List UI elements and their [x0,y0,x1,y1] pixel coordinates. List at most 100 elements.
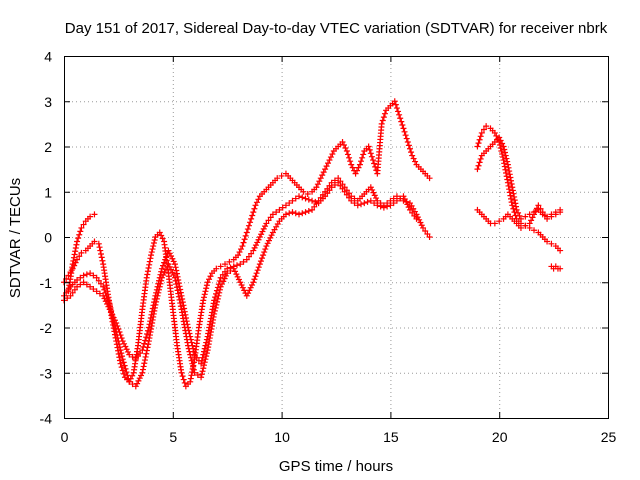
data-point-track-3 [406,206,413,213]
data-point-track-5 [531,227,538,234]
data-point-interp [83,271,90,278]
data-point-interp [202,288,209,295]
data-point-track-4 [87,213,94,220]
data-point-interp [135,377,142,384]
data-point-interp [245,222,252,229]
data-point-interp [401,128,408,135]
data-point-interp [177,303,184,310]
data-point-interp [190,363,197,370]
data-point-interp [390,200,397,207]
data-point-interp [111,317,118,324]
data-point-interp [181,308,188,315]
data-point-interp [258,231,265,238]
data-point-track-1 [95,240,102,247]
data-point-track-7 [548,213,555,220]
y-axis-label: SDTVAR / TECUs [7,178,24,298]
data-point-interp [148,311,155,318]
chart-title: Day 151 of 2017, Sidereal Day-to-day VTE… [65,20,608,37]
data-point-interp [145,265,152,272]
data-point-interp [371,200,378,207]
data-point-interp [156,277,163,284]
data-point-interp [320,169,327,176]
data-point-track-3 [243,256,250,263]
data-point-interp [346,194,353,201]
data-point-interp [161,259,168,266]
data-point-interp [510,190,517,197]
data-point-track-3 [80,279,87,286]
data-point-interp [123,369,130,376]
data-point-interp [99,257,106,264]
data-point-track-1 [369,157,376,164]
data-point-interp [134,380,141,387]
data-point-interp [203,336,210,343]
data-point-track-7 [535,202,542,209]
data-point-interp [147,318,154,325]
data-point-interp [337,182,344,189]
data-point-interp [411,212,418,219]
data-point-interp [96,290,103,297]
data-point-track-1 [78,249,85,256]
data-point-interp [121,362,128,369]
data-point-interp [541,212,548,219]
data-point-interp [200,294,207,301]
data-point-interp [344,151,351,158]
data-point-interp [161,269,168,276]
data-point-interp [264,240,271,247]
data-point-interp [244,226,251,233]
data-point-interp [253,270,260,277]
data-point-interp [143,330,150,337]
data-point-interp [529,214,536,221]
data-point-track-6 [517,215,524,222]
data-point-track-1 [400,125,407,132]
data-point-interp [252,242,259,249]
data-point-track-1 [248,215,255,222]
data-point-interp [329,151,336,158]
data-point-interp [147,314,154,321]
data-point-track-1 [274,175,281,182]
data-point-interp [325,160,332,167]
data-point-interp [175,276,182,283]
y-tick-label: 3 [44,94,52,110]
data-point-track-6 [509,184,516,191]
data-point-interp [95,277,102,284]
data-point-interp [200,351,207,358]
data-point-interp [117,347,124,354]
data-point-interp [213,287,220,294]
data-point-interp [199,368,206,375]
data-point-interp [151,299,158,306]
data-point-interp [213,290,220,297]
data-point-interp [180,376,187,383]
data-point-interp [233,262,240,269]
data-point-interp [267,234,274,241]
data-point-interp [506,171,513,178]
data-point-interp [104,300,111,307]
data-point-interp [273,209,280,216]
data-point-interp [354,167,361,174]
data-point-track-3 [230,263,237,270]
data-point-interp [150,243,157,250]
data-point-track-7 [517,224,524,231]
x-tick-label: 25 [601,429,617,445]
data-point-track-1 [409,152,416,159]
data-point-track-1 [317,175,324,182]
data-point-track-2 [367,184,374,191]
data-point-track-8 [557,265,564,272]
data-point-interp [248,250,255,257]
data-point-interp [247,284,254,291]
data-point-interp [233,271,240,278]
data-point-interp [251,205,258,212]
data-point-interp [122,343,129,350]
data-point-interp [505,164,512,171]
data-point-interp [254,267,261,274]
data-point-track-3 [132,356,139,363]
data-point-interp [507,174,514,181]
data-point-interp [267,214,274,221]
data-point-track-6 [513,206,520,213]
data-point-track-3 [139,347,146,354]
data-point-interp [159,235,166,242]
data-point-interp [262,246,269,253]
data-point-interp [260,252,267,259]
data-point-track-1 [91,238,98,245]
data-point-interp [75,235,82,242]
series-track-6 [474,134,564,222]
